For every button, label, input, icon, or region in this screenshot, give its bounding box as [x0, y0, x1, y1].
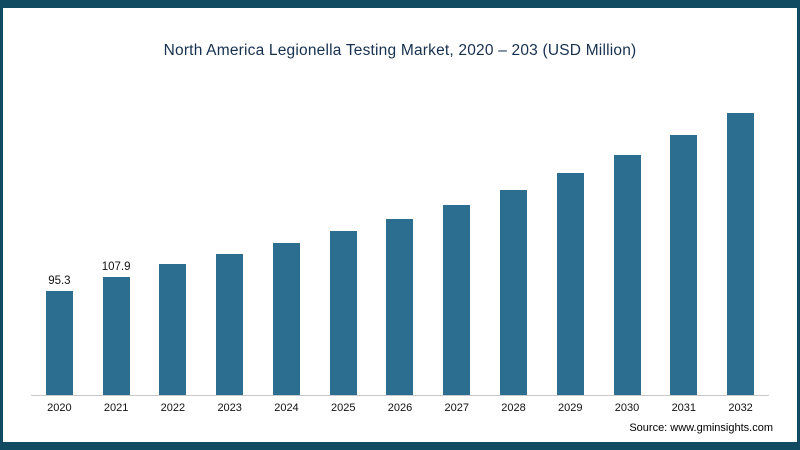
- plot-area: 95.3 107.9: [31, 78, 769, 396]
- bar-column: [145, 78, 202, 395]
- x-tick-label: 2022: [160, 402, 186, 414]
- x-axis: 2020 2021 2022 2023 2024 2025 2026 2027 2028 2029…: [31, 402, 769, 414]
- bar: [159, 263, 187, 395]
- chart-container: North America Legionella Testing Market,…: [3, 8, 797, 442]
- x-tick-label: 2028: [501, 402, 526, 414]
- x-tick-label: 2021: [103, 402, 129, 414]
- bar-value-label: 95.3: [48, 274, 71, 287]
- bar-column: 107.9: [88, 78, 145, 395]
- bar-column: [428, 78, 485, 395]
- x-tick-label: 2020: [47, 402, 72, 414]
- bar-column: [712, 78, 769, 395]
- source-text: Source: www.gminsights.com: [629, 422, 773, 434]
- bars-group: 95.3 107.9: [31, 78, 769, 395]
- bar: [272, 243, 300, 395]
- bar-column: [258, 78, 315, 395]
- bar: [556, 173, 584, 395]
- x-tick-label: 2024: [274, 402, 299, 414]
- x-tick-label: 2027: [444, 402, 469, 414]
- x-tick-label: 2031: [671, 402, 697, 414]
- x-tick-label: 2023: [217, 402, 242, 414]
- bar-column: [655, 78, 712, 395]
- bar: [216, 254, 244, 395]
- bar-column: [542, 78, 599, 395]
- bar-column: [372, 78, 429, 395]
- bar: [45, 290, 73, 395]
- bar: [613, 154, 641, 395]
- x-tick-label: 2029: [558, 402, 583, 414]
- bar: [443, 204, 471, 395]
- x-tick-label: 2026: [387, 402, 413, 414]
- bar-value-label: 107.9: [101, 261, 131, 274]
- bar: [386, 219, 414, 395]
- bar: [727, 112, 755, 395]
- bar-column: [201, 78, 258, 395]
- bar: [500, 189, 527, 395]
- x-tick-label: 2030: [614, 402, 640, 414]
- bar-column: 95.3: [31, 78, 88, 395]
- bar-column: [315, 78, 372, 395]
- bar: [329, 231, 357, 395]
- bar-column: [599, 78, 656, 395]
- bar-column: [485, 78, 542, 395]
- bar: [670, 134, 698, 395]
- chart-title: North America Legionella Testing Market,…: [163, 42, 637, 59]
- bar: [102, 277, 130, 395]
- x-tick-label: 2032: [728, 402, 753, 414]
- x-tick-label: 2025: [330, 402, 356, 414]
